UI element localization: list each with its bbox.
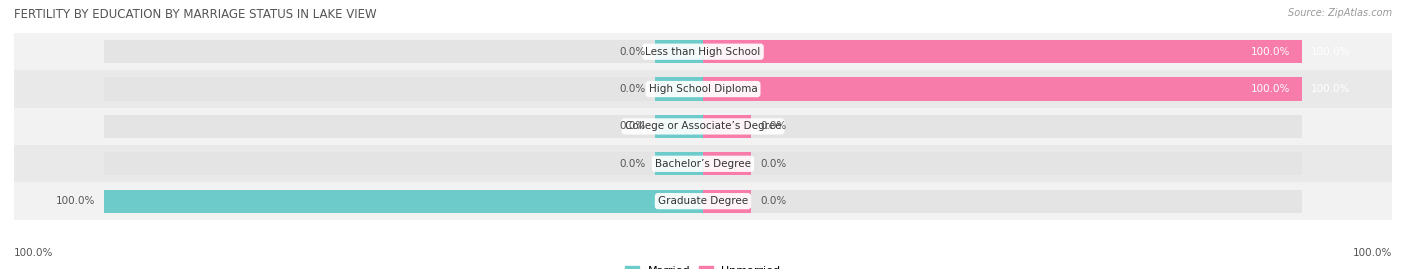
Text: 0.0%: 0.0% [620,121,647,132]
Bar [104,77,1302,101]
Text: College or Associate’s Degree: College or Associate’s Degree [624,121,782,132]
Bar [104,190,703,213]
Bar [14,70,1392,108]
Bar [703,40,1302,63]
Bar [104,152,1302,175]
Bar [104,115,1302,138]
Bar [14,182,1392,220]
Text: Source: ZipAtlas.com: Source: ZipAtlas.com [1288,8,1392,18]
Text: 100.0%: 100.0% [1310,84,1350,94]
Text: 0.0%: 0.0% [620,84,647,94]
Bar [703,77,1302,101]
Text: FERTILITY BY EDUCATION BY MARRIAGE STATUS IN LAKE VIEW: FERTILITY BY EDUCATION BY MARRIAGE STATU… [14,8,377,21]
Bar [703,115,751,138]
Text: High School Diploma: High School Diploma [648,84,758,94]
Text: 0.0%: 0.0% [620,47,647,57]
Text: 100.0%: 100.0% [1353,248,1392,258]
Bar [14,33,1392,70]
Text: 100.0%: 100.0% [1251,47,1291,57]
Text: Bachelor’s Degree: Bachelor’s Degree [655,159,751,169]
Text: 0.0%: 0.0% [759,159,786,169]
Bar [655,77,703,101]
Text: 100.0%: 100.0% [14,248,53,258]
Bar [14,108,1392,145]
Text: Less than High School: Less than High School [645,47,761,57]
Bar [104,40,1302,63]
Text: 100.0%: 100.0% [1310,47,1350,57]
Text: 0.0%: 0.0% [620,159,647,169]
Bar [703,190,751,213]
Text: Graduate Degree: Graduate Degree [658,196,748,206]
Bar [703,152,751,175]
Bar [104,190,1302,213]
Bar [655,40,703,63]
Bar [655,152,703,175]
Text: 0.0%: 0.0% [759,196,786,206]
Bar [655,115,703,138]
Text: 100.0%: 100.0% [56,196,96,206]
Text: 100.0%: 100.0% [1251,84,1291,94]
Legend: Married, Unmarried: Married, Unmarried [621,261,785,269]
Bar [14,145,1392,182]
Text: 0.0%: 0.0% [759,121,786,132]
